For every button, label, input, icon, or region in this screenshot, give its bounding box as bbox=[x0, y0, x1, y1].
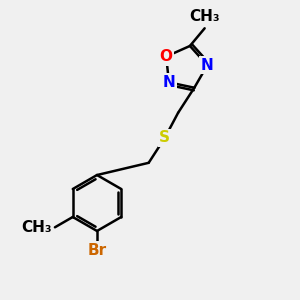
Text: O: O bbox=[160, 49, 173, 64]
Text: S: S bbox=[159, 130, 170, 145]
Text: N: N bbox=[201, 58, 214, 73]
Text: Br: Br bbox=[87, 243, 106, 258]
Text: N: N bbox=[163, 75, 175, 90]
Text: CH₃: CH₃ bbox=[21, 220, 52, 235]
Text: CH₃: CH₃ bbox=[189, 9, 220, 24]
